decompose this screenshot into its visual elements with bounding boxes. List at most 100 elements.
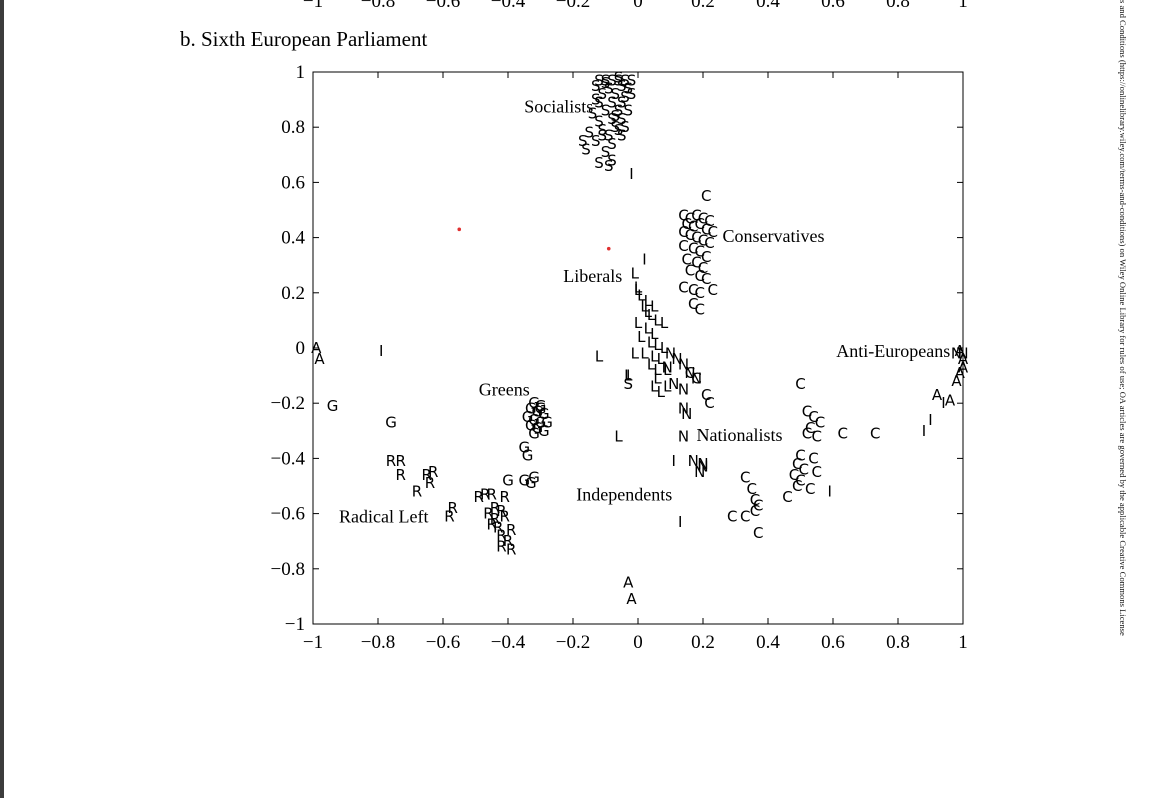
data-point-C: C	[838, 425, 848, 443]
data-point-S: S	[610, 85, 620, 103]
data-point-R: R	[487, 516, 497, 534]
data-point-S: S	[614, 71, 624, 89]
data-point-L: L	[650, 325, 659, 343]
data-point-C: C	[740, 507, 750, 525]
y-tick-label: −0.4	[271, 448, 306, 469]
data-point-S: S	[623, 375, 633, 393]
x-tick-label: −0.4	[491, 632, 526, 653]
data-point-R: R	[448, 499, 458, 517]
data-point-I: I	[672, 452, 676, 470]
data-point-G: G	[525, 416, 537, 434]
data-point-C: C	[695, 215, 705, 233]
data-point-S: S	[597, 85, 607, 103]
data-point-L: L	[660, 314, 669, 332]
data-point-A: A	[955, 342, 966, 360]
data-point-C: C	[695, 242, 705, 260]
x-tick-label: 0.6	[821, 632, 845, 653]
data-point-R: R	[396, 452, 406, 470]
data-point-C: C	[805, 480, 815, 498]
data-point-S: S	[604, 80, 614, 98]
data-point-C: C	[691, 369, 701, 387]
data-point-I: I	[941, 394, 945, 412]
data-point-L: L	[657, 383, 666, 401]
data-point-S: S	[617, 126, 627, 144]
data-point-G: G	[528, 425, 540, 443]
data-point-C: C	[802, 402, 812, 420]
data-point-R: R	[483, 505, 493, 523]
license-note: s and Conditions (https://onlinelibrary.…	[1118, 0, 1128, 636]
data-point-S: S	[610, 118, 620, 136]
data-point-L: L	[644, 292, 653, 310]
data-point-C: C	[799, 460, 809, 478]
side-license-text: s and Conditions (https://onlinelibrary.…	[1116, 0, 1130, 798]
data-point-S: S	[601, 102, 611, 120]
data-point-S: S	[623, 102, 633, 120]
data-point-L: L	[647, 306, 656, 324]
data-point-S: S	[627, 71, 637, 89]
data-point-C: C	[695, 267, 705, 285]
data-point-G: G	[525, 474, 537, 492]
previous-panel-x-tick-label: 0.6	[821, 0, 845, 12]
data-point-C: C	[870, 425, 880, 443]
data-point-C: C	[685, 262, 695, 280]
data-point-S: S	[588, 104, 598, 122]
data-point-G: G	[502, 471, 514, 489]
data-point-C: C	[753, 496, 763, 514]
previous-panel-x-tick-label: −0.2	[556, 0, 590, 12]
data-point-S: S	[604, 126, 614, 144]
data-point-S: S	[617, 93, 627, 111]
annotation-label: Socialists	[524, 97, 593, 117]
data-point-R: R	[496, 502, 506, 520]
data-point-G: G	[528, 469, 540, 487]
data-point-C: C	[678, 278, 688, 296]
data-point-C: C	[691, 207, 701, 225]
y-tick-label: −0.6	[271, 504, 305, 525]
data-point-N: N	[691, 369, 702, 387]
data-point-C: C	[753, 524, 763, 542]
x-tick-label: −0.2	[556, 632, 590, 653]
data-point-C: C	[678, 207, 688, 225]
data-point-S: S	[584, 124, 594, 142]
data-point-C: C	[792, 455, 802, 473]
data-point-C: C	[740, 469, 750, 487]
data-point-G: G	[531, 419, 543, 437]
data-point-A: A	[958, 350, 969, 368]
data-point-R: R	[493, 518, 503, 536]
data-point-C: C	[695, 300, 705, 318]
data-point-R: R	[422, 466, 432, 484]
data-point-red-dot	[606, 246, 611, 251]
data-point-G: G	[538, 405, 550, 423]
data-point-N: N	[678, 356, 689, 374]
data-point-C: C	[701, 220, 711, 238]
data-point-C: C	[815, 414, 825, 432]
data-point-C: C	[795, 447, 805, 465]
chart-title: b. Sixth European Parliament	[180, 27, 427, 51]
data-point-S: S	[627, 85, 637, 103]
data-point-S: S	[578, 132, 588, 150]
data-point-S: S	[623, 80, 633, 98]
data-point-L: L	[650, 378, 659, 396]
data-point-L: L	[637, 328, 646, 346]
data-point-L: L	[634, 278, 643, 296]
data-point-C: C	[812, 427, 822, 445]
data-point-S: S	[607, 93, 617, 111]
data-point-G: G	[518, 438, 530, 456]
data-point-L: L	[663, 378, 672, 396]
y-tick-label: 0.4	[281, 228, 305, 249]
previous-panel-x-tick-label: 0	[633, 0, 643, 12]
y-tick-label: −0.8	[271, 559, 305, 580]
data-point-A: A	[314, 350, 325, 368]
data-point-S: S	[607, 135, 617, 153]
previous-panel-x-tick-label: −0.6	[426, 0, 460, 12]
data-point-A: A	[951, 372, 962, 390]
data-point-C: C	[708, 281, 718, 299]
data-point-S: S	[601, 71, 611, 89]
data-point-N: N	[684, 364, 695, 382]
x-tick-label: 0.8	[886, 632, 910, 653]
previous-panel-x-tick-label: −1	[303, 0, 323, 12]
data-point-N: N	[662, 358, 673, 376]
data-point-C: C	[682, 215, 692, 233]
data-point-C: C	[688, 240, 698, 258]
data-point-C: C	[802, 425, 812, 443]
data-point-L: L	[595, 347, 604, 365]
